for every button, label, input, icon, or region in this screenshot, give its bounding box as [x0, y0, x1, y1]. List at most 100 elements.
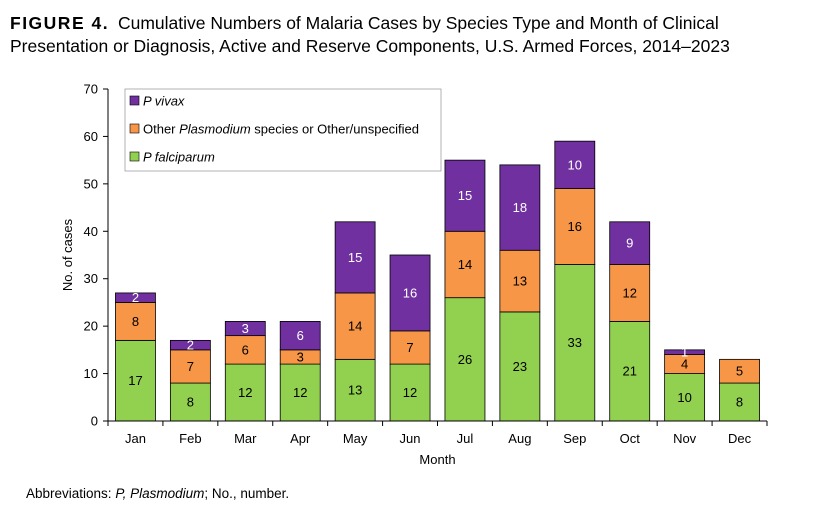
bar-segment: [719, 358, 760, 384]
bar-segment: [389, 363, 431, 422]
data-label: 7: [406, 340, 413, 355]
bar-segment: [115, 302, 156, 341]
bar-segment: [279, 363, 321, 422]
bar-segment: [169, 349, 211, 384]
data-label: 14: [458, 257, 472, 272]
legend-swatch: [129, 95, 140, 106]
legend-label: P falciparum: [143, 150, 215, 165]
bars-group: 1782872126312361314151271626141523131833…: [115, 140, 760, 422]
bar-segment: [224, 363, 266, 422]
data-label: 17: [128, 373, 142, 388]
legend-box: [124, 88, 442, 172]
legend-swatch: [129, 123, 140, 134]
data-label: 3: [297, 349, 304, 364]
data-label: 15: [348, 250, 362, 265]
data-label: 10: [677, 390, 691, 405]
bar-segment: [115, 339, 156, 422]
data-label: 15: [458, 188, 472, 203]
data-label: 26: [458, 352, 472, 367]
bar-segment: [664, 373, 706, 422]
bar-segment: [224, 320, 266, 337]
data-label: 14: [348, 319, 362, 334]
data-label: 9: [626, 236, 633, 251]
x-tick-label: Aug: [508, 431, 531, 446]
bar-segment: [169, 339, 211, 351]
bar-segment: [554, 264, 596, 422]
footnote-prefix: Abbreviations:: [26, 486, 116, 501]
x-tick-label: Jun: [400, 431, 421, 446]
bar-segment: [554, 188, 596, 265]
legend-group: P vivax Other Plasmodium species or Other…: [124, 88, 442, 172]
x-tick-label: Nov: [673, 431, 697, 446]
footnote-abbr: P, Plasmodium: [115, 486, 205, 501]
y-tick-label: 0: [91, 414, 98, 429]
legend-swatch: [129, 151, 140, 162]
bar-segment: [444, 297, 486, 422]
x-tick-label: Oct: [620, 431, 641, 446]
bar-segment: [389, 254, 431, 332]
stacked-bar-chart: 1782872126312361314151271626141523131833…: [60, 82, 768, 467]
data-label: 2: [132, 290, 139, 305]
x-tick-label: Dec: [728, 431, 752, 446]
data-label: 21: [622, 364, 636, 379]
data-label: 18: [513, 200, 527, 215]
x-tick-label: Sep: [563, 431, 586, 446]
bar-segment: [169, 382, 211, 422]
bar-segment: [334, 292, 376, 360]
bar-segment: [664, 349, 706, 356]
bar-segment: [334, 358, 376, 422]
bar-segment: [554, 140, 596, 190]
data-label: 8: [736, 395, 743, 410]
bar-segment: [279, 320, 321, 351]
y-tick-label: 70: [84, 82, 98, 97]
data-label: 16: [403, 285, 417, 300]
y-tick-label: 10: [84, 366, 98, 381]
bar-segment: [444, 230, 486, 299]
data-label: 23: [513, 359, 527, 374]
bar-segment: [115, 292, 156, 303]
data-label: 16: [568, 219, 582, 234]
data-label: 4: [681, 357, 688, 372]
figure-label: FIGURE 4.: [10, 13, 110, 33]
bar-segment: [334, 221, 376, 294]
data-label: 3: [242, 321, 249, 336]
data-label: 2: [187, 338, 194, 353]
footnote-rest: ; No., number.: [204, 486, 290, 501]
x-tick-label: Jul: [457, 431, 474, 446]
x-tick-label: Apr: [290, 431, 311, 446]
data-label: 12: [403, 385, 417, 400]
data-label: 5: [736, 364, 743, 379]
data-label: 12: [238, 385, 252, 400]
bar-segment: [609, 320, 651, 422]
footnote: Abbreviations: P, Plasmodium; No., numbe…: [26, 486, 289, 501]
x-tick-label: Mar: [234, 431, 257, 446]
data-label: 7: [187, 359, 194, 374]
data-label: 10: [568, 157, 582, 172]
data-label: 8: [187, 395, 194, 410]
bar-segment: [499, 164, 541, 251]
y-tick-label: 30: [84, 271, 98, 286]
axes-group: 0 10 20 30 40 50 60 70 Jan Feb Mar Apr May Jun Jul Aug S…: [60, 82, 768, 467]
data-label: 8: [132, 314, 139, 329]
figure-title: FIGURE 4. Cumulative Numbers of Malaria …: [10, 12, 815, 58]
figure-title-text: Cumulative Numbers of Malaria Cases by S…: [10, 13, 730, 56]
data-label: 6: [242, 342, 249, 357]
data-label: 12: [622, 285, 636, 300]
data-label: 12: [293, 385, 307, 400]
y-tick-label: 60: [84, 129, 98, 144]
bar-segment: [499, 249, 541, 313]
x-tick-label: May: [343, 431, 368, 446]
bar-segment: [224, 335, 266, 365]
y-tick-label: 40: [84, 224, 98, 239]
y-axis-title: No. of cases: [60, 218, 75, 291]
bar-segment: [444, 159, 486, 232]
x-axis-title: Month: [419, 452, 455, 467]
legend-label: Other Plasmodium species or Other/unspec…: [143, 122, 419, 137]
x-tick-label: Feb: [179, 431, 201, 446]
bar-segment: [609, 264, 651, 322]
y-tick-label: 50: [84, 176, 98, 191]
data-label: 33: [568, 335, 582, 350]
legend-label: P vivax: [143, 94, 185, 109]
data-label: 13: [348, 383, 362, 398]
bar-segment: [609, 221, 651, 265]
